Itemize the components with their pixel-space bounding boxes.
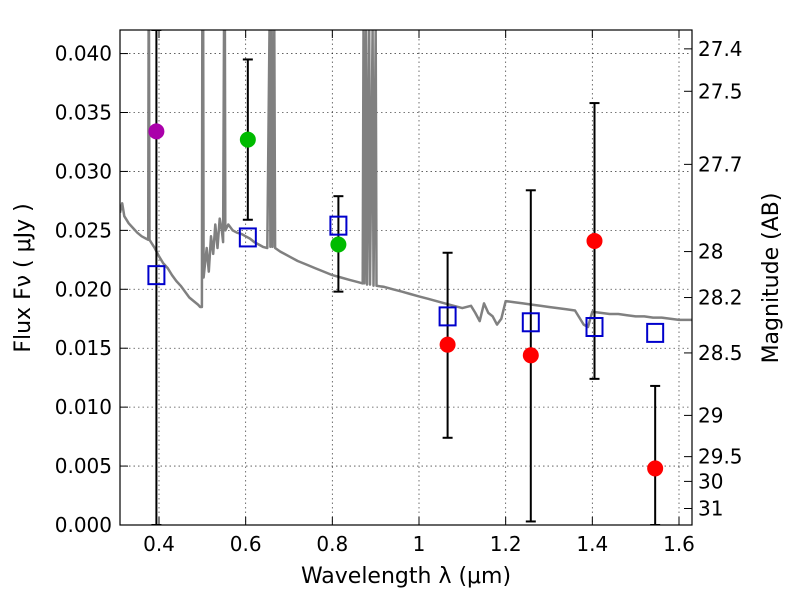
x-tick-label: 1.6 <box>663 532 695 556</box>
y2-tick-label: 27.7 <box>698 152 743 176</box>
y-tick-label: 0.035 <box>55 101 112 125</box>
observed-photometry-point <box>522 347 539 364</box>
plot-frame <box>119 29 693 526</box>
y2-tick-label: 29 <box>698 403 723 427</box>
y-tick-label: 0.010 <box>55 395 112 419</box>
model-photometry-point <box>438 306 457 327</box>
observed-photometry-point <box>239 131 256 148</box>
y2-axis-label: Magnitude (AB) <box>759 193 784 364</box>
model-photometry-point <box>329 215 348 236</box>
observed-photometry-point <box>439 336 456 353</box>
model-photometry-point <box>646 322 665 343</box>
model-photometry-point <box>521 312 540 333</box>
x-tick-label: 0.6 <box>230 532 262 556</box>
observed-photometry-point <box>148 123 165 140</box>
y2-tick-label: 28 <box>698 240 723 264</box>
observed-photometry-point <box>330 236 347 253</box>
model-spectrum-line <box>120 30 692 329</box>
grid <box>120 30 692 526</box>
y-tick-label: 0.030 <box>55 159 112 183</box>
axes: 0.4 0.6 0.8 1 1.2 1.4 1.6 0.000 0.005 0.010 0.015 0… <box>55 30 743 556</box>
y-axis-label: Flux Fν ( μJy ) <box>11 203 36 352</box>
x-tick-label: 1.4 <box>576 532 608 556</box>
model-photometry-point <box>147 265 166 286</box>
y2-tick-label: 28.5 <box>698 341 743 365</box>
y-tick-label: 0.040 <box>55 42 112 66</box>
y2-tick-label: 28.2 <box>698 286 743 310</box>
y-tick-label: 0.025 <box>55 218 112 242</box>
y-tick-label: 0.015 <box>55 336 112 360</box>
y2-tick-label: 27.4 <box>698 37 743 61</box>
y2-tick-label: 30 <box>698 469 723 493</box>
x-tick-label: 1 <box>413 532 426 556</box>
y2-tick-label: 27.5 <box>698 79 743 103</box>
y2-tick-label: 31 <box>698 497 723 521</box>
y-tick-label: 0.005 <box>55 454 112 478</box>
x-tick-label: 1.2 <box>490 532 522 556</box>
y-tick-label: 0.000 <box>55 513 112 537</box>
plot-area <box>120 30 692 525</box>
observed-photometry-point <box>647 460 664 477</box>
observed-photometry-point <box>586 232 603 249</box>
x-tick-label: 0.8 <box>316 532 348 556</box>
y2-tick-label: 29.5 <box>698 445 743 469</box>
y-tick-label: 0.020 <box>55 277 112 301</box>
x-tick-label: 0.4 <box>143 532 175 556</box>
model-photometry-point <box>238 227 257 248</box>
x-axis-label: Wavelength λ (μm) <box>301 564 511 589</box>
model-photometry-point <box>585 317 604 337</box>
